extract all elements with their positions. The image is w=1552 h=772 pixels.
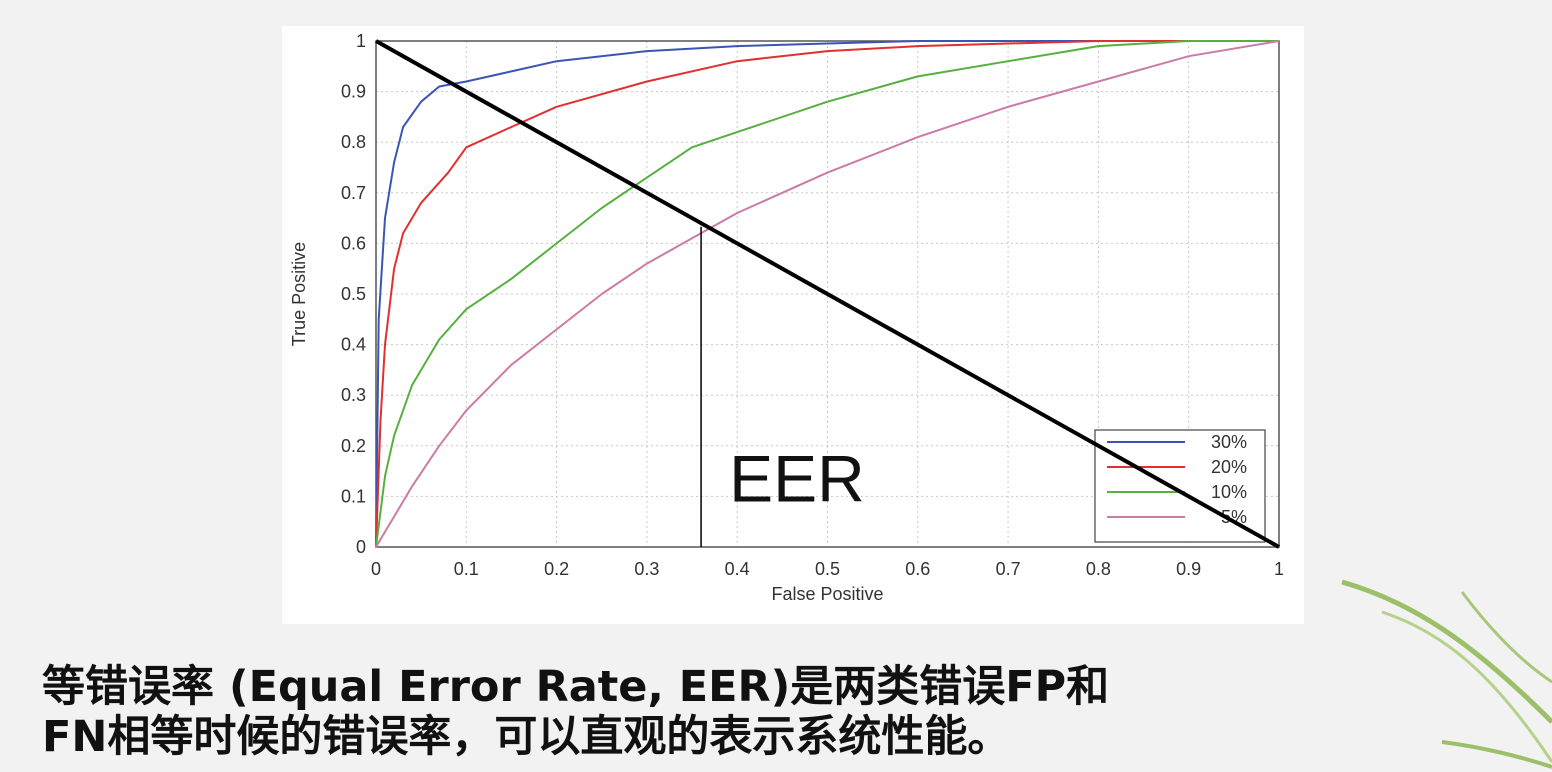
series-line-20pct bbox=[375, 40, 1279, 548]
x-tick-label: 1 bbox=[1274, 559, 1284, 579]
x-tick-label: 0.4 bbox=[725, 559, 750, 579]
series-line-10pct bbox=[375, 40, 1279, 548]
x-tick-label: 0 bbox=[371, 559, 381, 579]
y-axis-label: True Positive bbox=[289, 242, 309, 346]
caption-line-1: 等错误率 (Equal Error Rate, EER)是两类错误FP和 bbox=[42, 662, 1110, 712]
eer-label: EER bbox=[729, 441, 865, 515]
plot-frame bbox=[375, 40, 1280, 548]
series-line-5pct bbox=[375, 40, 1280, 548]
eer-diagonal-line bbox=[375, 39, 1280, 549]
y-tick-label: 0.2 bbox=[341, 436, 366, 456]
y-tick-label: 0.1 bbox=[341, 486, 366, 506]
x-tick-label: 0.3 bbox=[634, 559, 659, 579]
caption-line-2: FN相等时候的错误率，可以直观的表示系统性能。 bbox=[42, 712, 1011, 762]
x-tick-label: 0.8 bbox=[1086, 559, 1111, 579]
legend-label: 30% bbox=[1211, 432, 1247, 452]
y-tick-label: 0.7 bbox=[341, 183, 366, 203]
x-tick-label: 0.9 bbox=[1176, 559, 1201, 579]
y-tick-label: 1 bbox=[356, 31, 366, 51]
x-tick-label: 0.5 bbox=[815, 559, 840, 579]
legend-box bbox=[1094, 429, 1266, 543]
y-tick-label: 0.6 bbox=[341, 233, 366, 253]
x-tick-label: 0.1 bbox=[454, 559, 479, 579]
y-tick-label: 0.5 bbox=[341, 284, 366, 304]
y-tick-label: 0 bbox=[356, 537, 366, 557]
leaf-icon bbox=[1341, 579, 1552, 769]
x-tick-label: 0.2 bbox=[544, 559, 569, 579]
y-tick-label: 0.4 bbox=[341, 335, 366, 355]
y-tick-label: 0.3 bbox=[341, 385, 366, 405]
x-tick-label: 0.7 bbox=[996, 559, 1021, 579]
x-tick-label: 0.6 bbox=[905, 559, 930, 579]
y-tick-label: 0.8 bbox=[341, 132, 366, 152]
slide-caption: 等错误率 (Equal Error Rate, EER)是两类错误FP和 FN相… bbox=[42, 662, 1542, 762]
legend-label: 5% bbox=[1221, 507, 1247, 527]
series-line-30pct bbox=[375, 40, 1279, 548]
legend-label: 20% bbox=[1211, 457, 1247, 477]
x-axis-label: False Positive bbox=[771, 584, 883, 604]
legend-label: 10% bbox=[1211, 482, 1247, 502]
y-tick-label: 0.9 bbox=[341, 82, 366, 102]
